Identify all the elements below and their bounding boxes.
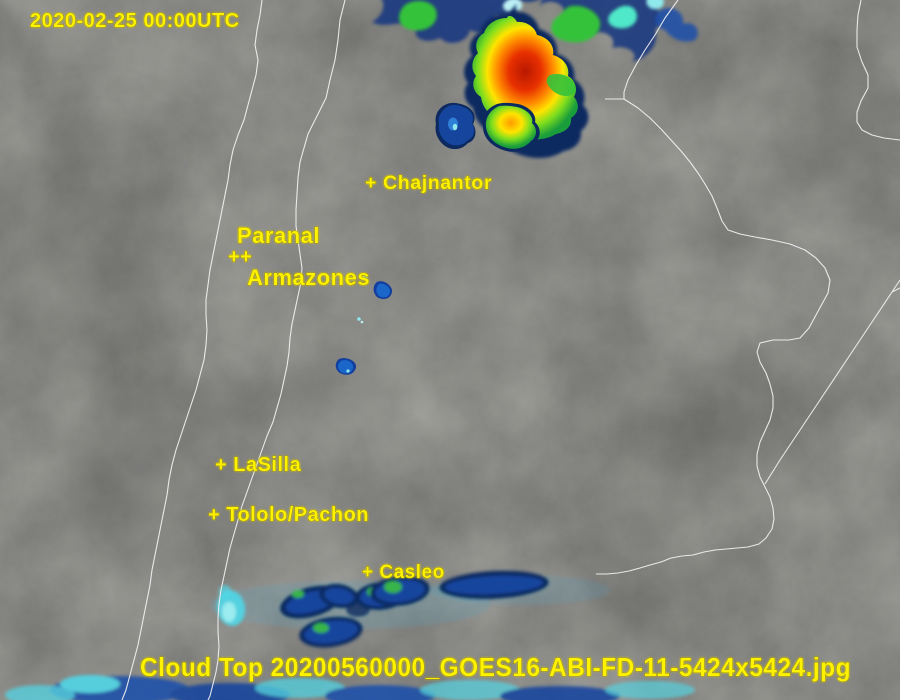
svg-text:2020-02-25 00:00UTC: 2020-02-25 00:00UTC <box>30 10 240 32</box>
svg-text:+ Tololo/Pachon: + Tololo/Pachon <box>208 504 369 526</box>
svg-text:Cloud Top 20200560000_GOES16-A: Cloud Top 20200560000_GOES16-ABI-FD-11-5… <box>140 652 851 682</box>
svg-text:+ Casleo: + Casleo <box>362 562 445 583</box>
svg-text:Paranal: Paranal <box>237 223 320 248</box>
svg-text:Armazones: Armazones <box>247 265 370 290</box>
svg-text:+ LaSilla: + LaSilla <box>215 454 302 476</box>
svg-text:+ Chajnantor: + Chajnantor <box>365 173 492 194</box>
